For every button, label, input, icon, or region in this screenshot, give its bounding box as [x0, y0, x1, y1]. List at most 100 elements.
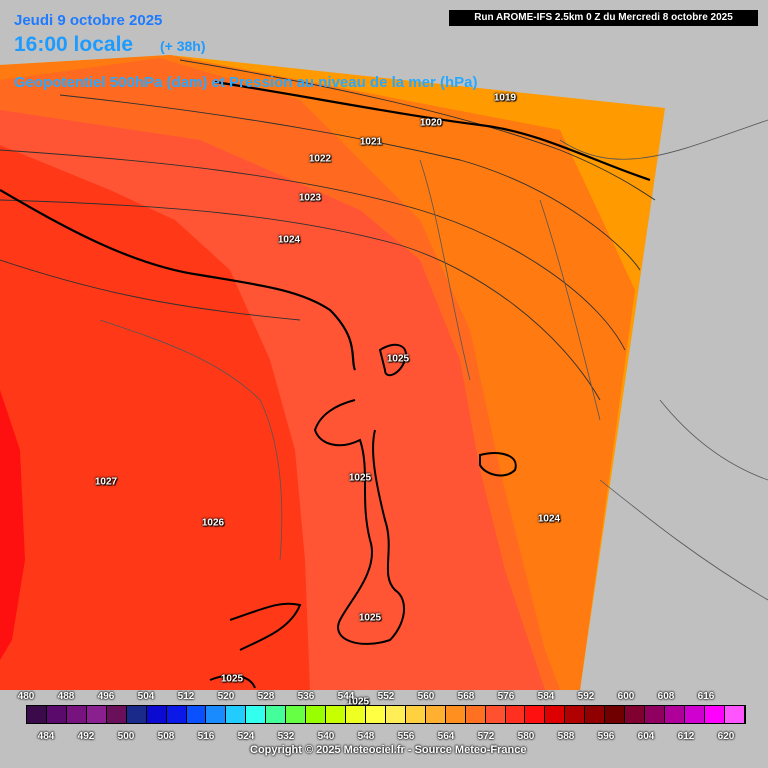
scale-tick-bottom: 572: [477, 731, 495, 742]
scale-tick-top: 536: [297, 691, 315, 702]
scale-swatch: [684, 706, 705, 723]
scale-tick-bottom: 604: [637, 731, 655, 742]
scale-tick-bottom: 548: [357, 731, 375, 742]
borders: [99, 119, 768, 601]
isobars: [0, 59, 656, 401]
scale-swatch: [226, 706, 247, 723]
scale-tick-bottom: 580: [517, 731, 535, 742]
coastlines: [209, 343, 517, 689]
scale-swatch: [645, 706, 665, 723]
isobar-label: 1025: [346, 696, 370, 708]
scale-swatch: [465, 706, 486, 723]
scale-tick-top: 544: [337, 691, 355, 702]
scale-tick-bottom: 516: [197, 731, 215, 742]
scale-swatch: [206, 706, 227, 723]
scale-tick-bottom: 492: [77, 731, 95, 742]
scale-tick-bottom: 556: [397, 731, 415, 742]
scale-tick-bottom: 588: [557, 731, 575, 742]
scale-tick-bottom: 500: [117, 731, 135, 742]
color-scale: [26, 705, 746, 724]
scale-tick-top: 576: [497, 691, 515, 702]
scale-swatch: [286, 706, 307, 723]
scale-tick-bottom: 612: [677, 731, 695, 742]
scale-tick-top: 560: [417, 691, 435, 702]
forecast-lead: (+ 38h): [160, 38, 206, 54]
scale-tick-bottom: 620: [717, 731, 735, 742]
scale-swatch: [505, 706, 526, 723]
isobar-label: 1020: [419, 117, 443, 129]
scale-swatch: [27, 706, 47, 723]
zone-588: [0, 390, 25, 660]
scale-tick-top: 496: [97, 691, 115, 702]
run-info: Run AROME-IFS 2.5km 0 Z du Mercredi 8 oc…: [449, 10, 758, 26]
scale-swatch: [525, 706, 546, 723]
scale-swatch: [445, 706, 466, 723]
scale-tick-top: 512: [177, 691, 195, 702]
scale-swatch: [585, 706, 606, 723]
scale-swatch: [425, 706, 446, 723]
scale-tick-bottom: 524: [237, 731, 255, 742]
scale-tick-top: 488: [57, 691, 75, 702]
forecast-date: Jeudi 9 octobre 2025: [14, 12, 163, 29]
scale-tick-top: 480: [17, 691, 35, 702]
scale-tick-top: 616: [697, 691, 715, 702]
scale-swatch: [146, 706, 167, 723]
scale-tick-top: 600: [617, 691, 635, 702]
scale-swatch: [385, 706, 406, 723]
scale-tick-top: 520: [217, 691, 235, 702]
isobar-label: 1024: [277, 234, 301, 246]
scale-tick-top: 584: [537, 691, 555, 702]
isobar-label: 1025: [220, 673, 244, 685]
scale-tick-bottom: 532: [277, 731, 295, 742]
scale-swatch: [346, 706, 366, 723]
scale-tick-bottom: 540: [317, 731, 335, 742]
scale-swatch: [405, 706, 426, 723]
scale-swatch: [605, 706, 626, 723]
copyright: Copyright © 2025 Meteociel.fr - Source M…: [250, 744, 527, 756]
isobar-label: 1025: [348, 472, 372, 484]
scale-swatch: [166, 706, 187, 723]
isobar-label: 1025: [358, 612, 382, 624]
isobar-label: 1025: [386, 353, 410, 365]
scale-tick-top: 592: [577, 691, 595, 702]
scale-swatch: [326, 706, 346, 723]
scale-swatch: [545, 706, 566, 723]
scale-tick-top: 608: [657, 691, 675, 702]
scale-tick-top: 568: [457, 691, 475, 702]
major-isobars: [0, 80, 651, 371]
forecast-time: 16:00 locale: [14, 33, 134, 56]
scale-swatch: [665, 706, 685, 723]
scale-swatch: [106, 706, 127, 723]
scale-swatch: [126, 706, 147, 723]
scale-swatch: [704, 706, 725, 723]
scale-swatch: [625, 706, 646, 723]
isobar-label: 1027: [94, 476, 118, 488]
scale-tick-bottom: 508: [157, 731, 175, 742]
parameter-title: Geopotentiel 500hPa (dam) et Pression au…: [14, 74, 478, 91]
isobar-label: 1019: [493, 92, 517, 104]
scale-swatch: [46, 706, 67, 723]
isobar-label: 1024: [537, 513, 561, 525]
scale-swatch: [266, 706, 287, 723]
scale-swatch: [66, 706, 87, 723]
scale-tick-top: 504: [137, 691, 155, 702]
isobar-label: 1022: [308, 153, 332, 165]
isobar-label: 1023: [298, 192, 322, 204]
scale-swatch: [186, 706, 207, 723]
scale-swatch: [485, 706, 506, 723]
scale-swatch: [86, 706, 107, 723]
isobar-label: 1026: [201, 517, 225, 529]
scale-swatch: [306, 706, 327, 723]
isobar-label: 1021: [359, 136, 383, 148]
scale-swatch: [246, 706, 267, 723]
scale-tick-top: 528: [257, 691, 275, 702]
scale-tick-bottom: 484: [37, 731, 55, 742]
scale-swatch: [724, 706, 745, 723]
scale-tick-top: 552: [377, 691, 395, 702]
scale-tick-bottom: 564: [437, 731, 455, 742]
scale-tick-bottom: 596: [597, 731, 615, 742]
scale-swatch: [365, 706, 386, 723]
scale-swatch: [565, 706, 586, 723]
